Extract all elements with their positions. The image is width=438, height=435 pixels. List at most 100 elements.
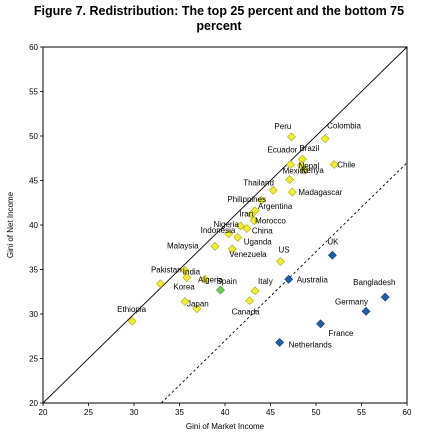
point-china (242, 224, 252, 233)
point-uk (327, 250, 337, 260)
x-tick-label: 60 (403, 408, 412, 417)
point-pakistan (180, 265, 190, 275)
point-label-india: India (183, 268, 201, 277)
point-label-canada: Canada (232, 308, 261, 317)
point-label-uk: UK (327, 237, 339, 246)
chart-title-line-1: Figure 7. Redistribution: The top 25 per… (33, 4, 405, 18)
point-morocco (249, 216, 259, 225)
x-tick-label: 30 (130, 408, 139, 417)
x-tick-label: 35 (175, 408, 184, 417)
x-tick-label: 45 (266, 408, 275, 417)
point-philippines (256, 195, 266, 205)
y-axis-label: Gini of Net Income (6, 191, 15, 258)
point-label-ecuador: Ecuador (268, 145, 298, 154)
reference-lines (42, 46, 408, 404)
point-colombia (320, 134, 330, 144)
x-tick-label: 20 (39, 408, 48, 417)
x-tick-label: 50 (312, 408, 321, 417)
dashed-reference-line (160, 162, 408, 404)
y-tick-label: 40 (29, 221, 38, 230)
point-label-venezuela: Venezuela (229, 250, 267, 259)
point-germany (361, 306, 371, 316)
point-netherlands (275, 338, 285, 347)
point-malaysia (210, 241, 220, 251)
point-label-chile: Chile (337, 160, 356, 169)
y-tick-label: 55 (29, 88, 38, 97)
point-kenya (299, 165, 309, 175)
point-thailand (268, 185, 278, 195)
y-axis-ticks: 20 25 30 35 40 45 50 55 60 (29, 43, 43, 408)
x-tick-label: 40 (221, 408, 230, 417)
point-label-france: France (329, 329, 354, 338)
point-label-colombia: Colombia (327, 122, 361, 131)
point-label-australia: Australia (297, 275, 329, 284)
point-label-iran: Iran (239, 209, 253, 218)
point-label-korea: Korea (173, 283, 195, 292)
point-venezuela (227, 244, 237, 254)
point-label-argentina: Argentina (258, 202, 293, 211)
x-tick-label: 55 (357, 408, 366, 417)
point-label-morocco: Morocco (255, 217, 286, 226)
y-tick-label: 35 (29, 266, 38, 275)
point-label-uganda: Uganda (244, 237, 273, 246)
point-ecuador (286, 160, 295, 169)
y-tick-label: 60 (29, 43, 38, 52)
y-tick-label: 20 (29, 399, 38, 408)
point-label-kenya: Kenya (301, 166, 324, 175)
point-us (276, 257, 285, 266)
point-chile (329, 160, 339, 169)
point-label-philippines: Philippines (227, 195, 266, 204)
point-canada (245, 296, 254, 306)
point-label-nepal: Nepal (298, 161, 319, 170)
point-nigeria (236, 221, 245, 231)
point-label-algeria: Algeria (198, 275, 223, 284)
point-japan (180, 297, 190, 306)
data-points (127, 132, 390, 347)
point-france (316, 319, 325, 329)
point-label-japan: Japan (187, 300, 209, 309)
point-mexico (285, 175, 295, 185)
point-label-brazil: Brazil (299, 144, 319, 153)
y-tick-label: 45 (29, 177, 38, 186)
point-korea (155, 279, 165, 289)
chart-title-line-2: percent (196, 19, 242, 33)
point-label-us: US (279, 245, 290, 254)
x-axis-ticks: 20 25 30 35 40 45 50 55 60 (39, 403, 412, 417)
point-uganda (233, 233, 243, 242)
point-label-peru: Peru (274, 122, 291, 131)
point-iran (246, 209, 256, 219)
point-label-pakistan: Pakistan (151, 265, 182, 274)
x-tick-label: 25 (84, 408, 93, 417)
point-label-indonesia: Indonesia (201, 226, 236, 235)
point-australia (284, 274, 294, 284)
point-label-malaysia: Malaysia (167, 241, 199, 250)
point-peru (287, 132, 296, 142)
point-label-netherlands: Netherlands (289, 340, 332, 349)
y-tick-label: 25 (29, 355, 38, 364)
point-india (182, 273, 192, 282)
point-indonesia (224, 229, 234, 239)
point-label-ethiopia: Ethiopia (117, 305, 146, 314)
point-madagascar (287, 187, 297, 197)
point-label-china: China (252, 227, 273, 236)
point-label-bangladesh: Bangladesh (353, 278, 395, 287)
point-ethiopia (127, 316, 137, 326)
point-label-italy: Italy (258, 277, 273, 286)
point-italy (250, 286, 260, 296)
point-label-thailand: Thailand (243, 178, 274, 187)
y-tick-label: 30 (29, 310, 38, 319)
point-unlabeled-29 (192, 304, 202, 314)
chart-title: Figure 7. Redistribution: The top 25 per… (0, 4, 438, 34)
y-tick-label: 50 (29, 132, 38, 141)
point-spain (216, 285, 225, 295)
point-label-madagascar: Madagascar (298, 188, 342, 197)
solid-diagonal-line (42, 46, 408, 404)
point-labels: Peru Colombia Chile Ecuador Brazil NepalKenya… (117, 122, 395, 350)
point-label-germany: Germany (335, 297, 368, 306)
point-label-mexico: Mexico (283, 167, 309, 176)
point-label-spain: Spain (216, 277, 236, 286)
point-label-nigeria: Nigeria (213, 220, 239, 229)
x-axis-label: Gini of Market Income (186, 422, 265, 431)
point-algeria (200, 274, 210, 284)
